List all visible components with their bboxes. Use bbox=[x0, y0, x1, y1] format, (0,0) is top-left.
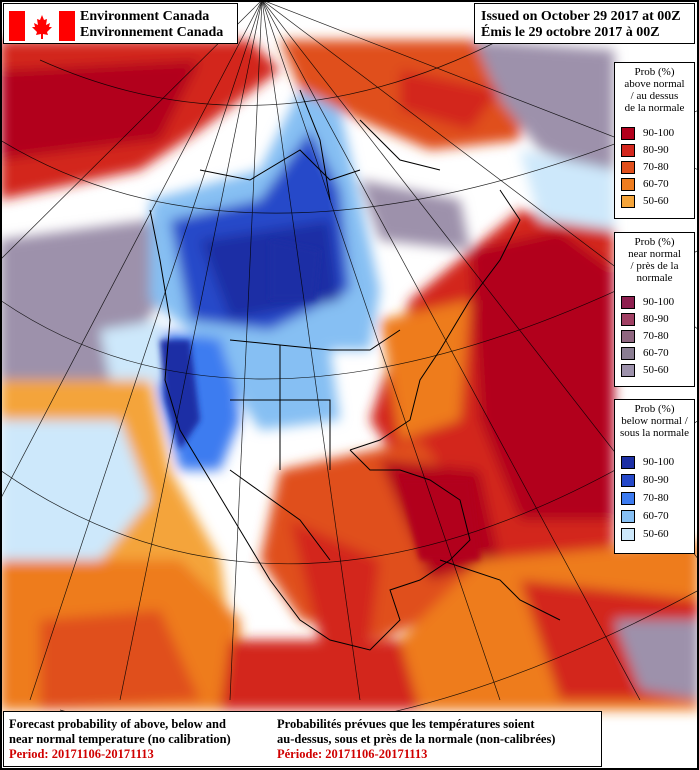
legend-swatch bbox=[621, 330, 635, 343]
legend-row: 90-100 bbox=[621, 126, 693, 142]
legend-row: 90-100 bbox=[621, 295, 693, 311]
legend-label: 50-60 bbox=[643, 528, 669, 540]
legend-swatch bbox=[621, 144, 635, 157]
caption-en-line2: near normal temperature (no calibration) bbox=[9, 732, 231, 746]
legend-row: 80-90 bbox=[621, 473, 693, 489]
legend-swatch bbox=[621, 474, 635, 487]
footer-caption-box: Forecast probability of above, below and… bbox=[3, 711, 602, 767]
legend-above-title: Prob (%) above normal / au dessus de la … bbox=[615, 63, 694, 114]
legend-row: 80-90 bbox=[621, 143, 693, 159]
legend-label: 90-100 bbox=[643, 456, 675, 468]
legend-swatch bbox=[621, 528, 635, 541]
legend-row: 70-80 bbox=[621, 329, 693, 345]
legend-above-normal: Prob (%) above normal / au dessus de la … bbox=[614, 62, 695, 219]
legend-swatch bbox=[621, 364, 635, 377]
legend-row: 60-70 bbox=[621, 509, 693, 525]
legend-swatch bbox=[621, 127, 635, 140]
legend-near-title-line: / près de la bbox=[630, 260, 679, 272]
legend-above-title-line: above normal bbox=[624, 78, 685, 90]
period-en: Period: 20171106-20171113 bbox=[9, 747, 154, 761]
legend-label: 90-100 bbox=[643, 296, 675, 308]
legend-label: 60-70 bbox=[643, 347, 669, 359]
legend-label: 50-60 bbox=[643, 364, 669, 376]
legend-label: 80-90 bbox=[643, 474, 669, 486]
legend-near-normal: Prob (%) near normal / près de la normal… bbox=[614, 232, 695, 387]
agency-logo-box: Environment Canada Environnement Canada bbox=[3, 3, 238, 44]
legend-below-title: Prob (%) below normal / sous la normale bbox=[615, 400, 694, 439]
legend-near-title-line: Prob (%) bbox=[634, 236, 675, 248]
legend-swatch bbox=[621, 510, 635, 523]
legend-swatch bbox=[621, 492, 635, 505]
legend-below-normal: Prob (%) below normal / sous la normale … bbox=[614, 399, 695, 554]
legend-swatch bbox=[621, 296, 635, 309]
legend-label: 60-70 bbox=[643, 178, 669, 190]
legend-label: 70-80 bbox=[643, 492, 669, 504]
issued-date-box: Issued on October 29 2017 at 00Z Émis le… bbox=[474, 3, 695, 44]
legend-below-title-line: below normal / bbox=[621, 415, 688, 427]
caption-fr-line2: au-dessus, sous et près de la normale (n… bbox=[277, 732, 556, 746]
legend-row: 90-100 bbox=[621, 455, 693, 471]
agency-name-fr: Environnement Canada bbox=[80, 25, 224, 40]
legend-row: 50-60 bbox=[621, 194, 693, 210]
legend-swatch bbox=[621, 195, 635, 208]
legend-swatch bbox=[621, 347, 635, 360]
legend-row: 50-60 bbox=[621, 363, 693, 379]
issued-date-fr: Émis le 29 octobre 2017 à 00Z bbox=[481, 25, 660, 40]
legend-row: 50-60 bbox=[621, 527, 693, 543]
legend-label: 70-80 bbox=[643, 161, 669, 173]
legend-row: 60-70 bbox=[621, 177, 693, 193]
legend-above-title-line: Prob (%) bbox=[634, 66, 675, 78]
issued-date-en: Issued on October 29 2017 at 00Z bbox=[481, 9, 681, 24]
legend-above-title-line: de la normale bbox=[624, 102, 685, 114]
caption-en-line1: Forecast probability of above, below and bbox=[9, 717, 226, 731]
legend-near-title-line: near normal bbox=[628, 248, 681, 260]
canada-flag-icon bbox=[9, 11, 75, 41]
agency-name-en: Environment Canada bbox=[80, 9, 210, 24]
legend-swatch bbox=[621, 178, 635, 191]
legend-label: 50-60 bbox=[643, 195, 669, 207]
legend-swatch bbox=[621, 456, 635, 469]
legend-row: 70-80 bbox=[621, 491, 693, 507]
legend-swatch bbox=[621, 313, 635, 326]
legend-label: 80-90 bbox=[643, 313, 669, 325]
legend-below-title-line: Prob (%) bbox=[634, 403, 675, 415]
legend-label: 80-90 bbox=[643, 144, 669, 156]
legend-swatch bbox=[621, 161, 635, 174]
legend-label: 60-70 bbox=[643, 510, 669, 522]
legend-row: 80-90 bbox=[621, 312, 693, 328]
caption-fr-line1: Probabilités prévues que les température… bbox=[277, 717, 535, 731]
legend-label: 70-80 bbox=[643, 330, 669, 342]
period-fr: Période: 20171106-20171113 bbox=[277, 747, 428, 761]
legend-label: 90-100 bbox=[643, 127, 675, 139]
legend-above-title-line: / au dessus bbox=[630, 90, 679, 102]
legend-row: 70-80 bbox=[621, 160, 693, 176]
legend-near-title: Prob (%) near normal / près de la normal… bbox=[615, 233, 694, 284]
legend-near-title-line: normale bbox=[636, 272, 673, 284]
legend-row: 60-70 bbox=[621, 346, 693, 362]
legend-below-title-line: sous la normale bbox=[619, 427, 690, 439]
